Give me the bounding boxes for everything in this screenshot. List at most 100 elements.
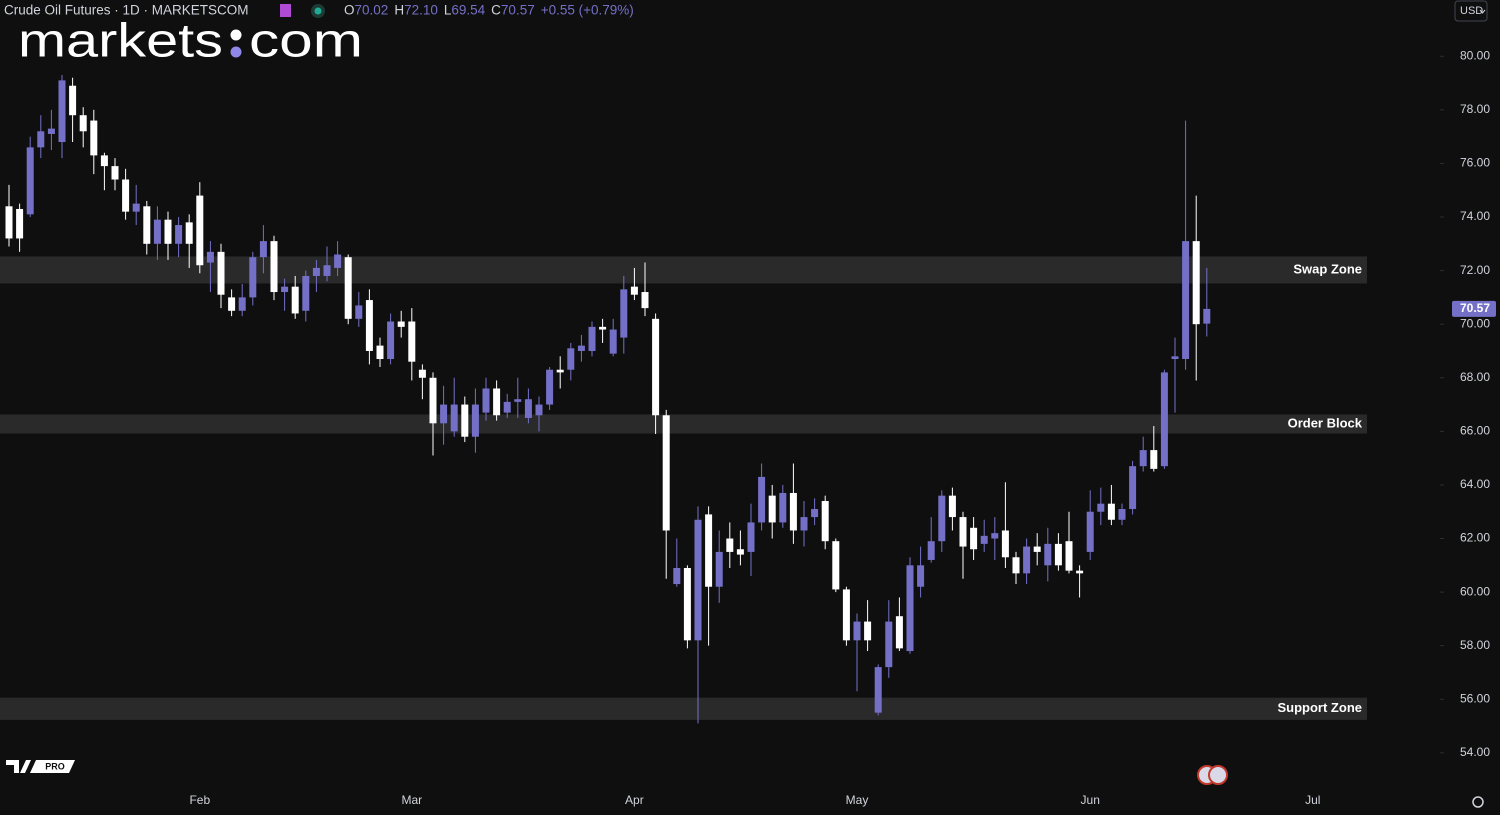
candle-body <box>1076 570 1084 574</box>
candle-body <box>291 286 299 314</box>
candle-body <box>270 241 278 293</box>
zone-label: Support Zone <box>1278 700 1363 715</box>
candle-body <box>355 305 363 319</box>
candle-body <box>938 495 946 542</box>
ohlc-value: 70.02 <box>355 3 389 18</box>
candle-body <box>758 476 766 523</box>
candle-body <box>906 565 914 652</box>
candle-body <box>1129 466 1137 510</box>
symbol-title: Crude Oil Futures · 1D · MARKETSCOM <box>4 3 249 18</box>
zone <box>0 256 1367 284</box>
candle-body <box>429 377 437 424</box>
candle-body <box>705 514 713 587</box>
candle-body <box>217 251 225 295</box>
candle-body <box>948 495 956 518</box>
brand-dot <box>230 29 242 41</box>
candle-body <box>249 257 257 298</box>
candle-body <box>1033 546 1041 552</box>
candle-body <box>344 257 352 319</box>
event-flag[interactable] <box>1208 765 1228 785</box>
candle-body <box>662 415 670 531</box>
candle-body <box>302 275 310 311</box>
candle-body <box>927 541 935 560</box>
ohlc-key: H <box>394 3 404 18</box>
axes: 54.00 56.00 58.00 60.00 62.00 64.00 66.00 68.00… <box>189 48 1496 807</box>
currency[interactable]: USD <box>1460 5 1483 17</box>
candle-body <box>281 286 289 293</box>
candle-body <box>1097 503 1105 512</box>
last-price-tag <box>1452 300 1496 317</box>
candle-body <box>514 399 522 402</box>
candle-body <box>37 131 45 148</box>
candle-body <box>683 567 691 641</box>
y-tick-label: 68.00 <box>1460 370 1490 384</box>
candle-body <box>895 616 903 649</box>
candle-body <box>122 179 130 212</box>
candle-body <box>641 292 649 309</box>
candle-body <box>768 495 776 523</box>
candle-body <box>620 289 628 338</box>
candle-body <box>312 267 320 276</box>
change: +0.55 (+0.79%) <box>541 3 634 18</box>
ohlc-value: 70.57 <box>501 3 535 18</box>
candle-body <box>418 369 426 378</box>
candle-body <box>1044 543 1052 566</box>
candle-body <box>821 501 829 542</box>
candle-body <box>111 166 119 180</box>
x-tick-label: May <box>846 793 869 807</box>
candle-body <box>79 115 87 132</box>
candle-body <box>715 551 723 587</box>
zone <box>0 414 1367 434</box>
candle-body <box>482 388 490 413</box>
candle-body <box>238 297 246 311</box>
candle-body <box>535 404 543 416</box>
y-tick-label: 72.00 <box>1460 263 1490 277</box>
candle-body <box>789 492 797 531</box>
y-tick-label: 76.00 <box>1460 156 1490 170</box>
candles <box>5 75 1211 724</box>
zones: Swap Zone Order Block Support Zone <box>0 256 1367 720</box>
ohlc-value: 72.10 <box>404 3 438 18</box>
y-tick-label: 60.00 <box>1460 584 1490 598</box>
candle-body <box>1182 241 1190 360</box>
candle-body <box>440 404 448 424</box>
candle-body <box>47 128 55 134</box>
y-tick-label: 78.00 <box>1460 102 1490 116</box>
pro-text: PRO <box>45 761 65 771</box>
settings-icon[interactable] <box>1472 796 1484 808</box>
brand-left: markets <box>18 13 223 66</box>
candle-body <box>387 321 395 360</box>
candle-body <box>599 326 607 330</box>
candle-body <box>69 85 77 116</box>
candle-body <box>577 345 585 351</box>
candle-body <box>1150 450 1158 469</box>
candle-body <box>694 519 702 641</box>
candle-body <box>206 251 214 263</box>
candle-body <box>1001 530 1009 558</box>
candle-body <box>832 541 840 590</box>
candle-body <box>175 225 183 244</box>
candle-body <box>779 492 787 523</box>
candle-body <box>885 621 893 668</box>
currency-box[interactable] <box>1454 0 1488 22</box>
candle-body <box>1054 543 1062 566</box>
ohlc-key: C <box>491 3 501 18</box>
candle-body <box>471 404 479 437</box>
candle-body <box>164 219 172 244</box>
candle-body <box>365 300 373 351</box>
last-price-label: 70.57 <box>1460 301 1490 315</box>
status-dot <box>314 7 322 15</box>
ohlc-value: 69.54 <box>451 3 485 18</box>
candle-body <box>100 155 108 167</box>
candle-body <box>917 565 925 587</box>
zone-label: Order Block <box>1288 415 1363 430</box>
candle-body <box>853 621 861 641</box>
brand-dot <box>230 46 242 58</box>
ohlc-legend: O 70.02 H 72.10 L 69.54 C 70.57 +0.55 (+0.79%) <box>344 3 634 18</box>
candle-body <box>1203 308 1211 324</box>
candle-body <box>408 321 416 362</box>
flag-icon <box>280 4 291 17</box>
candle-body <box>630 286 638 295</box>
zone <box>0 697 1367 720</box>
